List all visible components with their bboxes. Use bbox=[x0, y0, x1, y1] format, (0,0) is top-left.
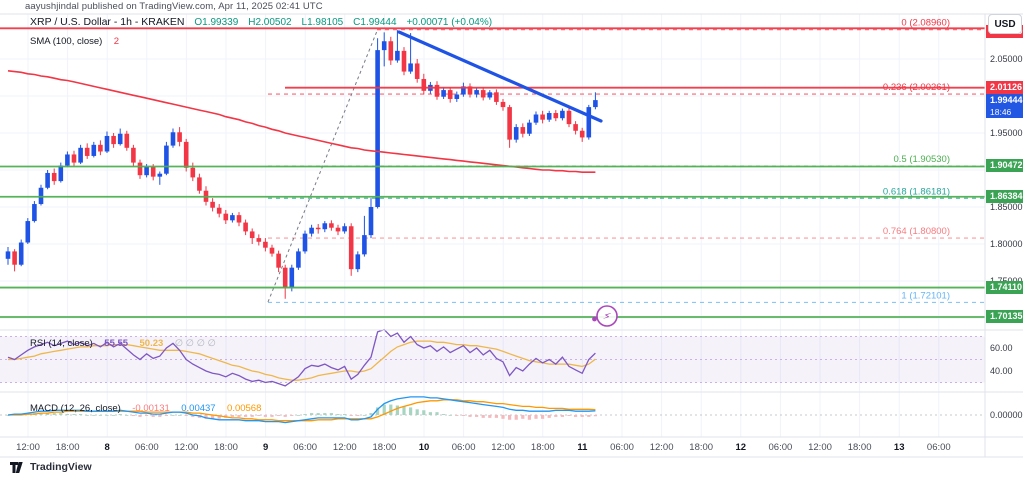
svg-text:40.00: 40.00 bbox=[990, 366, 1013, 376]
rsi-ma-line bbox=[8, 340, 596, 381]
svg-text:12:00: 12:00 bbox=[16, 442, 40, 453]
svg-text:18:00: 18:00 bbox=[848, 442, 872, 453]
price-label-support-1: 1.90472 bbox=[986, 159, 1023, 172]
svg-text:1.80000: 1.80000 bbox=[990, 239, 1023, 249]
rsi-line bbox=[7, 328, 596, 387]
macd-signal-value: 0.00568 bbox=[227, 403, 262, 414]
macd-legend-name: MACD (12, 26, close) bbox=[30, 403, 121, 414]
rsi-value: 55.55 bbox=[104, 338, 129, 349]
svg-text:12:00: 12:00 bbox=[333, 442, 357, 453]
rsi-hidden-values: ∅ ∅ ∅ ∅ bbox=[174, 338, 216, 349]
svg-text:12:00: 12:00 bbox=[175, 442, 199, 453]
svg-text:11: 11 bbox=[577, 442, 588, 453]
ohlc-change: +0.00071 (+0.04%) bbox=[406, 17, 493, 28]
svg-text:12:00: 12:00 bbox=[808, 442, 832, 453]
price-label-support-4: 1.70135 bbox=[986, 310, 1023, 323]
publisher-note: aayushjindal published on TradingView.co… bbox=[25, 1, 323, 12]
horizontal-lines bbox=[0, 27, 985, 318]
svg-text:12:00: 12:00 bbox=[491, 442, 515, 453]
macd-value: 0.00437 bbox=[181, 403, 216, 414]
svg-text:1.95000: 1.95000 bbox=[990, 128, 1023, 138]
svg-text:06:00: 06:00 bbox=[769, 442, 793, 453]
macd-legend[interactable]: MACD (12, 26, close) -0.00131 0.00437 0.… bbox=[30, 398, 268, 416]
ohlc-close: C1.99444 bbox=[353, 17, 397, 28]
time-axis: 12:00 18:00 8 06:00 12:00 18:00 9 06:00 12:00 18:… bbox=[16, 442, 951, 453]
svg-text:06:00: 06:00 bbox=[610, 442, 634, 453]
macd-histogram-value: -0.00131 bbox=[132, 403, 170, 414]
svg-text:⚡: ⚡ bbox=[601, 310, 612, 324]
svg-text:0.5 (1.90530): 0.5 (1.90530) bbox=[893, 154, 950, 165]
fib-labels: 0 (2.08960) 0.236 (2.00261) 0.5 (1.90530) 0… bbox=[883, 18, 950, 302]
svg-text:06:00: 06:00 bbox=[293, 442, 317, 453]
svg-text:18:00: 18:00 bbox=[373, 442, 397, 453]
rsi-band bbox=[0, 336, 985, 383]
svg-text:1.85000: 1.85000 bbox=[990, 202, 1023, 212]
sma-legend[interactable]: SMA (100, close) 2 bbox=[30, 31, 126, 49]
macd-pane-series bbox=[6, 396, 597, 424]
svg-text:06:00: 06:00 bbox=[452, 442, 476, 453]
ohlc-low: L1.98105 bbox=[301, 17, 344, 28]
svg-text:8: 8 bbox=[105, 442, 110, 453]
currency-toggle-label: USD bbox=[994, 18, 1016, 30]
lightning-marker: ⚡ bbox=[592, 305, 618, 327]
tradingview-wordmark: TradingView bbox=[30, 461, 92, 473]
macd-line bbox=[7, 396, 596, 424]
tradingview-watermark[interactable]: TradingView bbox=[10, 461, 92, 473]
ohlc-open: O1.99339 bbox=[194, 17, 239, 28]
last-price-label: 1.99444 18:46 bbox=[986, 94, 1023, 118]
price-label-support-3: 1.74110 bbox=[986, 281, 1023, 294]
symbol-legend[interactable]: XRP / U.S. Dollar - 1h - KRAKEN O1.99339… bbox=[30, 16, 499, 28]
tradingview-logo-icon bbox=[10, 461, 25, 473]
svg-text:18:00: 18:00 bbox=[689, 442, 713, 453]
rsi-legend-name: RSI (14, close) bbox=[30, 338, 93, 349]
currency-toggle-button[interactable]: USD bbox=[988, 14, 1022, 34]
last-price-value: 1.99444 bbox=[990, 95, 1023, 105]
rsi-legend[interactable]: RSI (14, close) 55.55 50.23 ∅ ∅ ∅ ∅ bbox=[30, 333, 223, 351]
svg-text:06:00: 06:00 bbox=[927, 442, 951, 453]
svg-text:0 (2.08960): 0 (2.08960) bbox=[901, 18, 950, 29]
svg-text:0.618 (1.86181): 0.618 (1.86181) bbox=[883, 186, 950, 197]
symbol-title: XRP / U.S. Dollar - 1h - KRAKEN bbox=[30, 16, 185, 28]
svg-text:18:00: 18:00 bbox=[214, 442, 238, 453]
bar-countdown: 18:46 bbox=[990, 107, 1012, 117]
sma-legend-name: SMA (100, close) bbox=[30, 36, 103, 47]
price-label-resistance: 2.01126 bbox=[986, 81, 1023, 94]
descending-trendline bbox=[397, 30, 603, 123]
svg-text:60.00: 60.00 bbox=[990, 343, 1013, 353]
rsi-pane-series bbox=[7, 328, 596, 387]
svg-text:2.05000: 2.05000 bbox=[990, 54, 1023, 64]
svg-text:0.236 (2.00261): 0.236 (2.00261) bbox=[883, 82, 950, 93]
svg-text:18:00: 18:00 bbox=[56, 442, 80, 453]
sma-100-line bbox=[7, 70, 596, 173]
price-label-support-2: 1.86384 bbox=[986, 190, 1023, 203]
svg-text:12: 12 bbox=[736, 442, 747, 453]
sma-line bbox=[7, 70, 596, 173]
ohlc-high: H2.00502 bbox=[248, 17, 292, 28]
svg-text:12:00: 12:00 bbox=[650, 442, 674, 453]
svg-text:1 (1.72101): 1 (1.72101) bbox=[901, 290, 950, 301]
sma-legend-value: 2 bbox=[113, 36, 120, 47]
svg-text:18:00: 18:00 bbox=[531, 442, 555, 453]
svg-text:10: 10 bbox=[419, 442, 430, 453]
rsi-ma-value: 50.23 bbox=[139, 338, 164, 349]
candlesticks bbox=[5, 30, 598, 299]
svg-text:13: 13 bbox=[894, 442, 905, 453]
svg-text:9: 9 bbox=[263, 442, 268, 453]
svg-text:0.00000: 0.00000 bbox=[990, 410, 1023, 420]
trendline bbox=[397, 30, 603, 123]
svg-text:0.764 (1.80800): 0.764 (1.80800) bbox=[883, 226, 950, 237]
svg-text:06:00: 06:00 bbox=[135, 442, 159, 453]
